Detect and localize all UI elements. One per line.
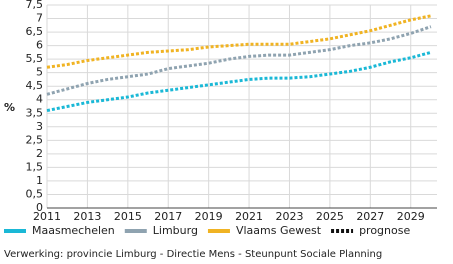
- y-tick-label: 6: [36, 39, 43, 52]
- y-tick-label: 5,5: [26, 52, 44, 65]
- y-tick-label: 7,5: [26, 0, 44, 11]
- y-tick-label: 3: [36, 120, 43, 133]
- x-tick-label: 2021: [235, 210, 263, 223]
- x-tick-label: 2019: [195, 210, 223, 223]
- legend-label: Vlaams Gewest: [236, 224, 322, 237]
- y-tick-label: 0,5: [26, 187, 44, 200]
- x-tick-label: 2023: [275, 210, 303, 223]
- y-tick-label: 4: [36, 93, 43, 106]
- series-line: [46, 50, 432, 113]
- legend-label: prognose: [359, 224, 410, 237]
- x-tick-label: 2017: [154, 210, 182, 223]
- y-tick-label: 6,5: [26, 25, 44, 38]
- x-tick-label: 2011: [33, 210, 61, 223]
- y-tick-label: 4,5: [26, 79, 44, 92]
- series-line: [46, 14, 432, 69]
- y-axis-label: %: [4, 101, 15, 114]
- x-tick-label: 2015: [114, 210, 142, 223]
- source: Verwerking: provincie Limburg - Directie…: [4, 249, 382, 260]
- y-tick-label: 1: [36, 174, 43, 187]
- y-tick-label: 3,5: [26, 106, 44, 119]
- y-tick-label: 2,5: [26, 133, 44, 146]
- legend-label: Limburg: [153, 224, 198, 237]
- series-line: [46, 25, 432, 96]
- y-tick-label: 2: [36, 147, 43, 160]
- y-tick-label: 5: [36, 66, 43, 79]
- y-tick-label: 1,5: [26, 160, 44, 173]
- legend-label: Maasmechelen: [32, 224, 115, 237]
- y-tick-label: 0: [36, 201, 43, 214]
- y-tick-label: 7: [36, 12, 43, 25]
- x-tick-label: 2013: [73, 210, 101, 223]
- x-tick-label: 2029: [397, 210, 425, 223]
- x-tick-label: 2025: [316, 210, 344, 223]
- x-tick-label: 2027: [356, 210, 384, 223]
